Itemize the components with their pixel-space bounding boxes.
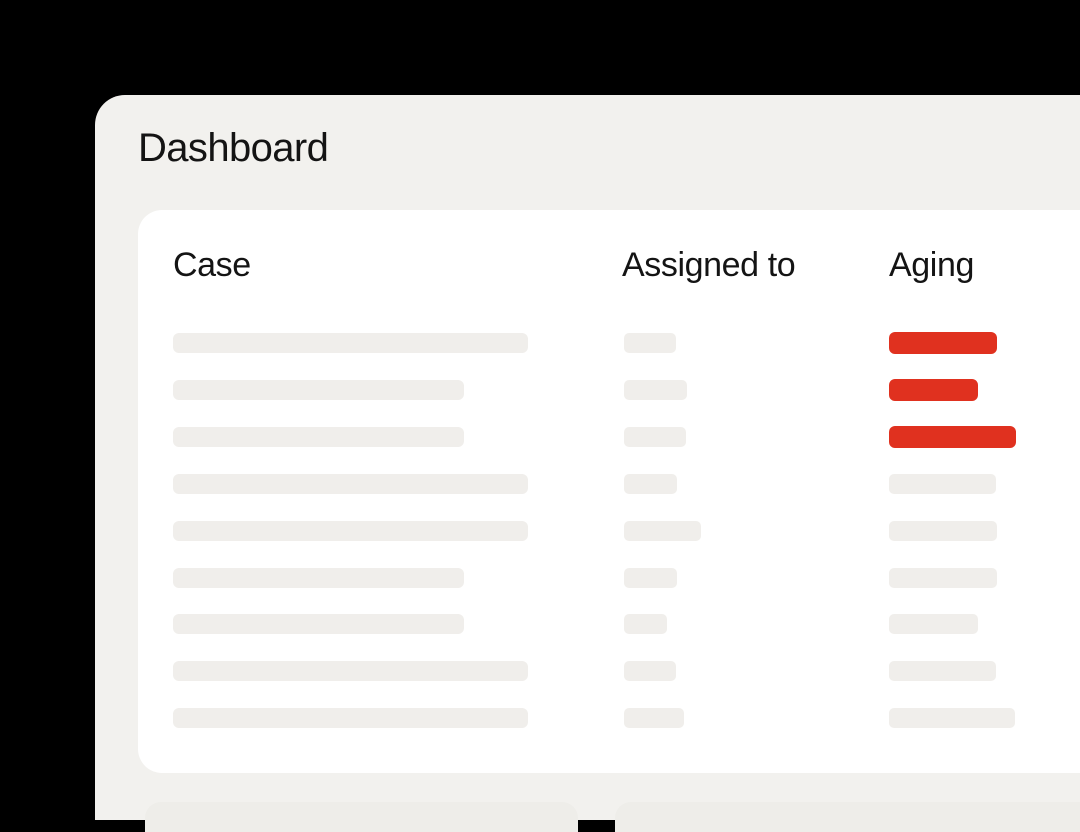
case-placeholder-bar <box>173 708 528 728</box>
table-row[interactable] <box>138 708 1080 732</box>
aging-placeholder-bar <box>889 614 978 634</box>
aging-alert-bar <box>889 426 1016 448</box>
aging-placeholder-bar <box>889 474 996 494</box>
assigned-to-placeholder-bar <box>624 661 676 681</box>
page-title: Dashboard <box>138 126 329 170</box>
aging-placeholder-bar <box>889 708 1015 728</box>
aging-placeholder-bar <box>889 568 997 588</box>
table-row[interactable] <box>138 614 1080 638</box>
table-row[interactable] <box>138 661 1080 685</box>
assigned-to-placeholder-bar <box>624 521 701 541</box>
table-row[interactable] <box>138 474 1080 498</box>
table-row[interactable] <box>138 521 1080 545</box>
bottom-card-left <box>145 802 578 832</box>
assigned-to-placeholder-bar <box>624 708 684 728</box>
assigned-to-placeholder-bar <box>624 380 687 400</box>
table-row[interactable] <box>138 332 1080 357</box>
column-header-aging: Aging <box>889 246 974 284</box>
case-placeholder-bar <box>173 661 528 681</box>
aging-alert-bar <box>889 379 978 401</box>
aging-alert-bar <box>889 332 997 354</box>
case-placeholder-bar <box>173 380 464 400</box>
cases-table-card: Case Assigned to Aging <box>138 210 1080 773</box>
aging-placeholder-bar <box>889 521 997 541</box>
case-placeholder-bar <box>173 614 464 634</box>
case-placeholder-bar <box>173 427 464 447</box>
case-placeholder-bar <box>173 474 528 494</box>
assigned-to-placeholder-bar <box>624 568 677 588</box>
column-header-assigned-to: Assigned to <box>622 246 796 284</box>
column-header-case: Case <box>173 246 251 284</box>
aging-placeholder-bar <box>889 661 996 681</box>
bottom-card-right <box>615 802 1080 832</box>
assigned-to-placeholder-bar <box>624 333 676 353</box>
table-row[interactable] <box>138 426 1080 451</box>
case-placeholder-bar <box>173 521 528 541</box>
assigned-to-placeholder-bar <box>624 614 667 634</box>
table-row[interactable] <box>138 379 1080 404</box>
case-placeholder-bar <box>173 333 528 353</box>
dashboard-panel: Dashboard Case Assigned to Aging <box>95 95 1080 832</box>
assigned-to-placeholder-bar <box>624 427 686 447</box>
case-placeholder-bar <box>173 568 464 588</box>
table-row[interactable] <box>138 568 1080 592</box>
assigned-to-placeholder-bar <box>624 474 677 494</box>
